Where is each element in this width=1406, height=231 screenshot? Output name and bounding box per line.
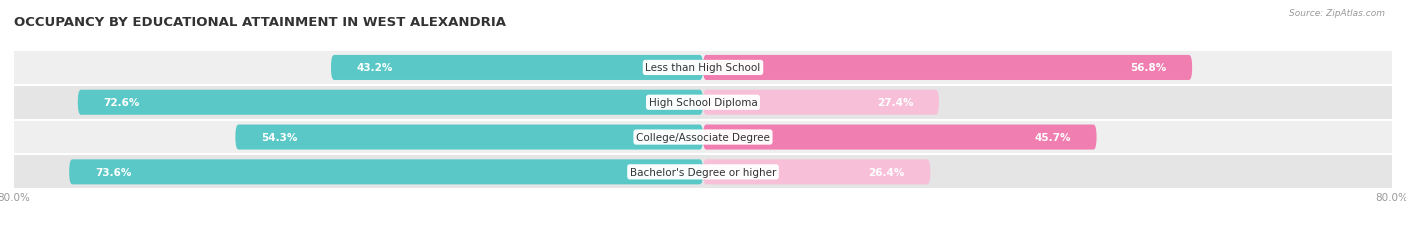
FancyBboxPatch shape: [703, 90, 939, 115]
Text: Bachelor's Degree or higher: Bachelor's Degree or higher: [630, 167, 776, 177]
Text: 27.4%: 27.4%: [876, 98, 912, 108]
Text: High School Diploma: High School Diploma: [648, 98, 758, 108]
FancyBboxPatch shape: [77, 90, 703, 115]
Bar: [14, 120, 1392, 155]
Text: 72.6%: 72.6%: [104, 98, 141, 108]
FancyBboxPatch shape: [703, 56, 1192, 81]
Text: College/Associate Degree: College/Associate Degree: [636, 132, 770, 143]
Bar: [14, 155, 1392, 189]
Text: OCCUPANCY BY EDUCATIONAL ATTAINMENT IN WEST ALEXANDRIA: OCCUPANCY BY EDUCATIONAL ATTAINMENT IN W…: [14, 16, 506, 29]
Text: 54.3%: 54.3%: [262, 132, 298, 143]
FancyBboxPatch shape: [69, 160, 703, 185]
FancyBboxPatch shape: [703, 125, 1097, 150]
Text: Source: ZipAtlas.com: Source: ZipAtlas.com: [1289, 9, 1385, 18]
Text: 73.6%: 73.6%: [96, 167, 131, 177]
Text: 56.8%: 56.8%: [1130, 63, 1167, 73]
Text: 26.4%: 26.4%: [868, 167, 904, 177]
Text: Less than High School: Less than High School: [645, 63, 761, 73]
Text: 45.7%: 45.7%: [1035, 132, 1071, 143]
FancyBboxPatch shape: [703, 160, 931, 185]
FancyBboxPatch shape: [330, 56, 703, 81]
Text: 43.2%: 43.2%: [357, 63, 394, 73]
FancyBboxPatch shape: [235, 125, 703, 150]
Bar: [14, 51, 1392, 85]
Bar: [14, 85, 1392, 120]
